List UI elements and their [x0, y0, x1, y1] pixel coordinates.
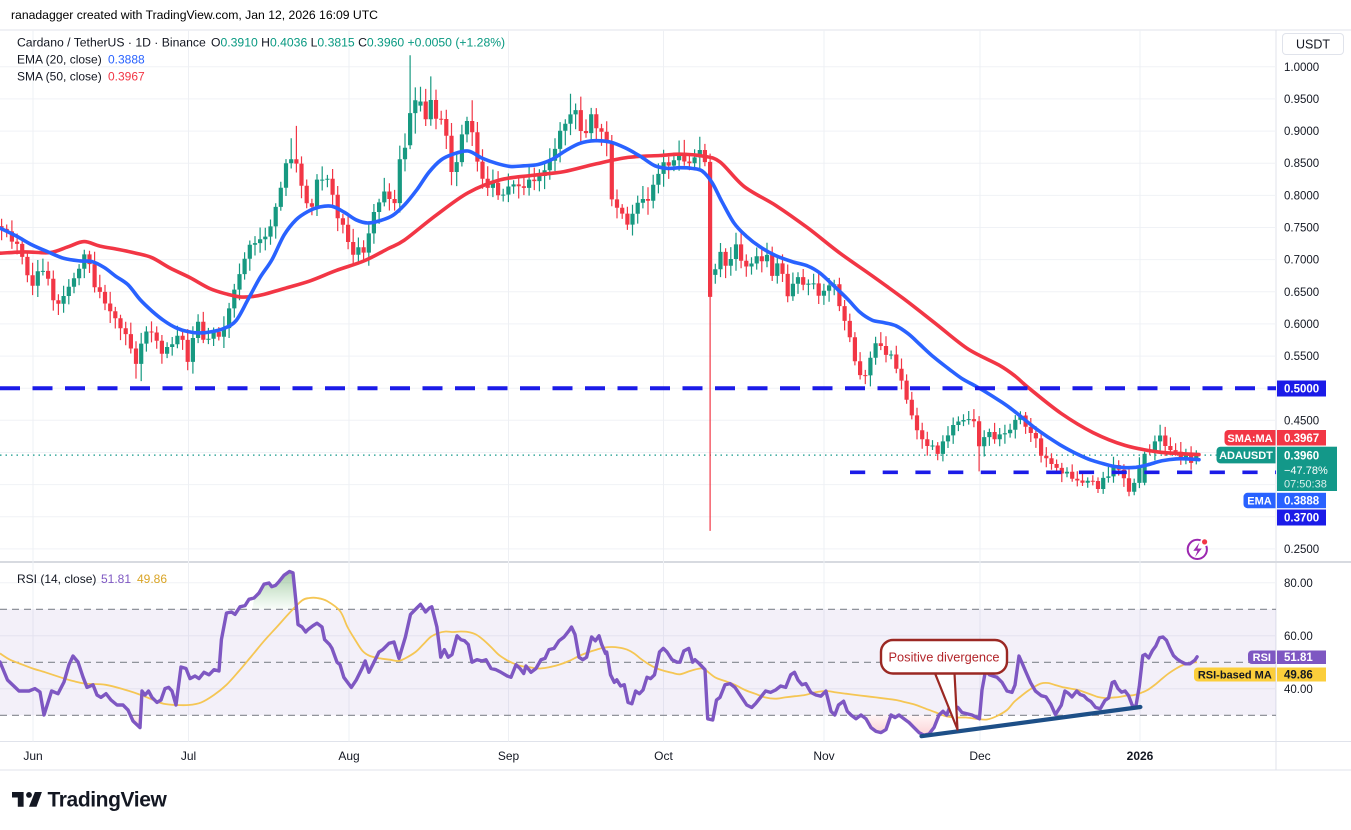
svg-text:0.8500: 0.8500: [1284, 158, 1319, 170]
svg-text:49.86: 49.86: [137, 572, 167, 586]
svg-text:RSI: RSI: [1253, 652, 1271, 664]
svg-text:0.6500: 0.6500: [1284, 287, 1319, 299]
svg-text:0.3888: 0.3888: [1284, 496, 1320, 508]
svg-text:Jul: Jul: [181, 749, 196, 763]
svg-text:TradingView: TradingView: [48, 789, 168, 812]
svg-text:SMA (50, close): SMA (50, close): [17, 70, 102, 84]
svg-text:Nov: Nov: [813, 749, 834, 763]
svg-text:60.00: 60.00: [1284, 631, 1313, 643]
svg-text:40.00: 40.00: [1284, 684, 1313, 696]
svg-text:80.00: 80.00: [1284, 578, 1313, 590]
svg-text:O0.3910 H0.4036 L0.3815 C0.396: O0.3910 H0.4036 L0.3815 C0.3960 +0.0050 …: [211, 36, 505, 50]
svg-text:USDT: USDT: [1296, 38, 1330, 52]
svg-text:0.9000: 0.9000: [1284, 126, 1319, 138]
svg-text:SMA:MA: SMA:MA: [1227, 433, 1272, 445]
svg-text:0.3888: 0.3888: [108, 53, 145, 67]
svg-text:RSI-based MA: RSI-based MA: [1198, 670, 1272, 682]
svg-text:0.7000: 0.7000: [1284, 255, 1319, 267]
svg-text:2026: 2026: [1127, 749, 1154, 763]
svg-text:Jun: Jun: [23, 749, 42, 763]
svg-text:0.5500: 0.5500: [1284, 351, 1319, 363]
svg-text:EMA: EMA: [1247, 496, 1272, 508]
svg-text:51.81: 51.81: [101, 572, 131, 586]
svg-text:RSI (14, close): RSI (14, close): [17, 572, 96, 586]
svg-text:0.3700: 0.3700: [1284, 513, 1319, 525]
svg-text:0.4500: 0.4500: [1284, 415, 1319, 427]
svg-text:49.86: 49.86: [1284, 670, 1313, 682]
svg-text:Cardano / TetherUS · 1D · Bina: Cardano / TetherUS · 1D · Binance: [17, 36, 206, 50]
svg-text:0.2500: 0.2500: [1284, 544, 1319, 556]
svg-text:0.9500: 0.9500: [1284, 94, 1319, 106]
svg-text:51.81: 51.81: [1284, 652, 1313, 664]
svg-text:Positive divergence: Positive divergence: [889, 650, 1000, 665]
svg-text:0.7500: 0.7500: [1284, 223, 1319, 235]
svg-text:0.3960: 0.3960: [1284, 451, 1319, 463]
svg-text:1.0000: 1.0000: [1284, 62, 1319, 74]
svg-text:−47.78%: −47.78%: [1284, 465, 1328, 477]
svg-text:Dec: Dec: [969, 749, 990, 763]
svg-text:Oct: Oct: [654, 749, 673, 763]
svg-text:ADAUSDT: ADAUSDT: [1219, 450, 1273, 462]
svg-text:0.3967: 0.3967: [108, 70, 145, 84]
svg-text:0.6000: 0.6000: [1284, 319, 1319, 331]
svg-text:ranadagger created with Tradin: ranadagger created with TradingView.com,…: [11, 8, 378, 22]
svg-text:07:50:38: 07:50:38: [1284, 479, 1327, 491]
svg-text:0.3967: 0.3967: [1284, 433, 1319, 445]
svg-text:0.5000: 0.5000: [1284, 384, 1319, 396]
svg-text:EMA (20, close): EMA (20, close): [17, 53, 102, 67]
svg-text:0.8000: 0.8000: [1284, 190, 1319, 202]
svg-text:Sep: Sep: [498, 749, 520, 763]
svg-text:Aug: Aug: [338, 749, 359, 763]
